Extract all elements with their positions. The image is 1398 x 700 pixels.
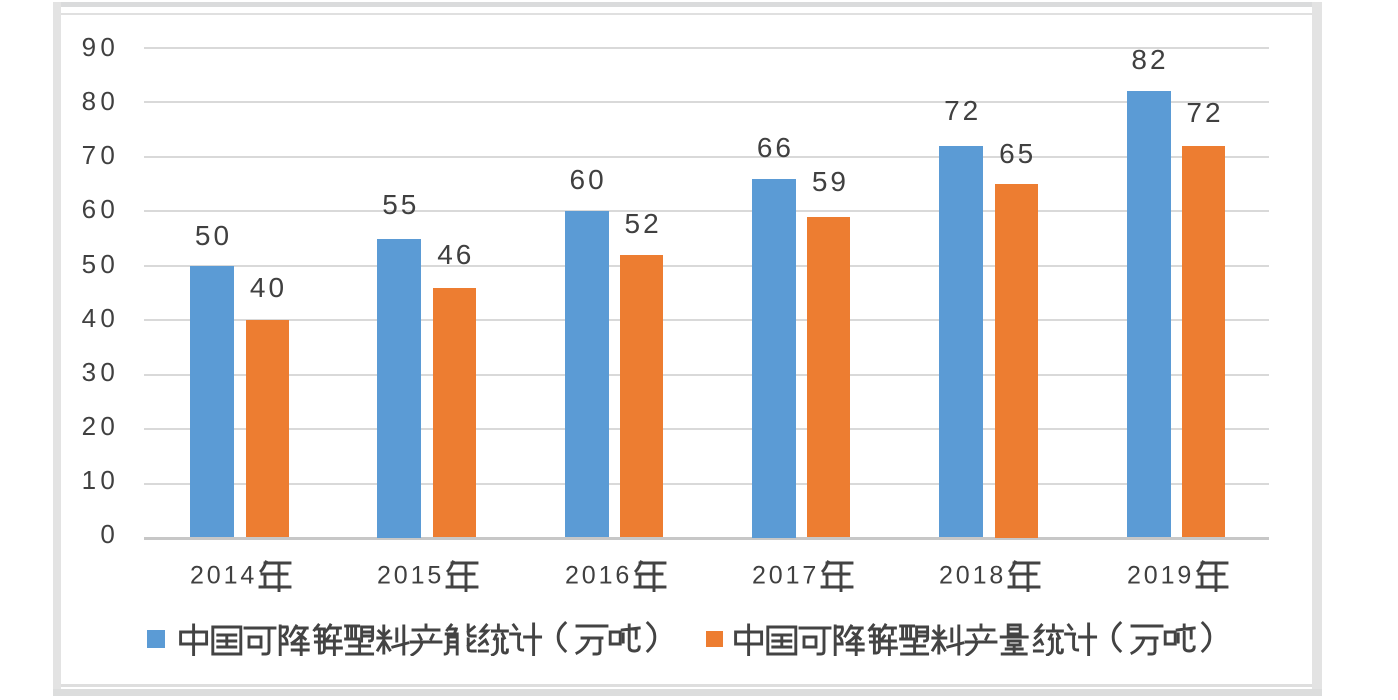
svg-text:2016: 2016 (565, 562, 632, 590)
svg-text:2019: 2019 (1127, 562, 1194, 590)
svg-text:2018: 2018 (939, 562, 1006, 590)
svg-text:2015: 2015 (377, 562, 444, 590)
svg-text:2014: 2014 (190, 562, 257, 590)
svg-text:2017: 2017 (752, 562, 819, 590)
